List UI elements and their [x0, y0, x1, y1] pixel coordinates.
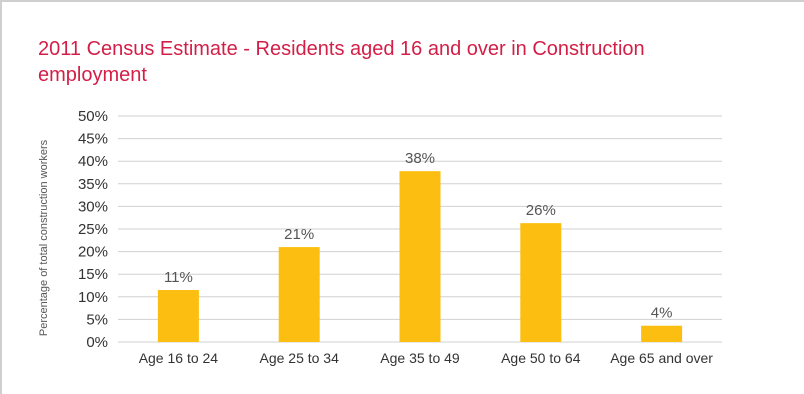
chart-title: 2011 Census Estimate - Residents aged 16… — [38, 38, 645, 86]
bar — [520, 223, 562, 342]
data-label: 11% — [164, 269, 193, 286]
bars — [157, 171, 683, 342]
x-category-label: Age 16 to 24 — [139, 350, 219, 366]
x-category-label: Age 65 and over — [610, 350, 713, 366]
data-label: 4% — [651, 305, 673, 322]
data-label: 21% — [284, 226, 314, 243]
x-axis-categories: Age 16 to 24 Age 25 to 34 Age 35 to 49 Age … — [139, 350, 714, 366]
y-axis-ticks: 0% 5% 10% 15% 20% 25% 30% 35% 40% 45% 50% — [78, 108, 108, 351]
x-category-label: Age 35 to 49 — [380, 350, 460, 366]
y-tick-label: 25% — [78, 221, 108, 238]
data-label: 38% — [405, 150, 435, 167]
bar — [157, 290, 199, 342]
y-tick-label: 45% — [78, 131, 108, 148]
y-axis-label: Percentage of total construction workers — [38, 139, 50, 336]
y-tick-label: 30% — [78, 198, 108, 215]
bar — [641, 325, 683, 342]
y-tick-label: 35% — [78, 176, 108, 193]
y-tick-label: 5% — [86, 311, 108, 328]
data-labels: 11% 21% 38% 26% 4% — [164, 150, 673, 322]
x-category-label: Age 25 to 34 — [259, 350, 339, 366]
y-tick-label: 0% — [86, 334, 108, 351]
y-tick-label: 50% — [78, 108, 108, 125]
y-tick-label: 15% — [78, 266, 108, 283]
bar — [399, 171, 441, 342]
data-label: 26% — [526, 202, 556, 219]
y-tick-label: 10% — [78, 289, 108, 306]
y-tick-label: 20% — [78, 244, 108, 261]
x-category-label: Age 50 to 64 — [501, 350, 581, 366]
bar — [278, 247, 320, 342]
y-tick-label: 40% — [78, 153, 108, 170]
